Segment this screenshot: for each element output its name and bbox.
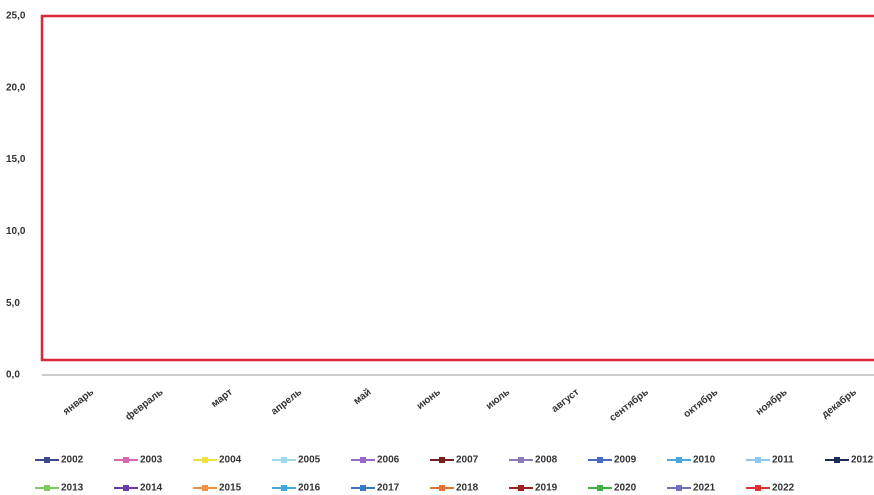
x-tick-label: август: [550, 387, 582, 415]
legend-marker: [518, 457, 524, 463]
x-tick-label: декабрь: [819, 386, 859, 421]
y-tick-label: 5,0: [6, 298, 20, 309]
legend-marker: [360, 457, 366, 463]
legend-label: 2007: [456, 455, 479, 466]
legend-label: 2019: [535, 483, 558, 494]
legend-marker: [676, 485, 682, 491]
x-tick-label: июнь: [415, 387, 443, 412]
legend-marker: [44, 457, 50, 463]
legend-marker: [755, 457, 761, 463]
legend-label: 2020: [614, 483, 637, 494]
legend-marker: [755, 485, 761, 491]
legend-marker: [202, 457, 208, 463]
legend-label: 2011: [772, 455, 794, 466]
y-tick-label: 20,0: [6, 82, 26, 93]
y-tick-label: 0,0: [6, 370, 20, 381]
legend-label: 2018: [456, 483, 479, 494]
legend-label: 2005: [298, 455, 321, 466]
legend-label: 2015: [219, 483, 242, 494]
legend-marker: [597, 485, 603, 491]
legend-label: 2008: [535, 455, 558, 466]
x-tick-label: март: [209, 387, 235, 410]
legend-marker: [676, 457, 682, 463]
legend-marker: [439, 485, 445, 491]
legend-label: 2022: [772, 483, 795, 494]
legend-label: 2021: [693, 483, 716, 494]
legend-label: 2017: [377, 483, 400, 494]
legend-label: 2006: [377, 455, 400, 466]
highlight-box: [40, 14, 874, 362]
y-tick-label: 25,0: [6, 11, 26, 22]
legend-marker: [360, 485, 366, 491]
x-tick-label: июль: [484, 387, 512, 412]
legend-label: 2010: [693, 455, 716, 466]
x-tick-label: сентябрь: [607, 386, 651, 424]
legend-marker: [123, 485, 129, 491]
x-tick-label: февраль: [123, 386, 165, 423]
x-tick-label: ноябрь: [753, 386, 789, 418]
legend-label: 2009: [614, 455, 637, 466]
y-tick-label: 10,0: [6, 226, 26, 237]
legend-label: 2003: [140, 455, 163, 466]
legend-marker: [44, 485, 50, 491]
legend-marker: [597, 457, 603, 463]
x-tick-label: январь: [61, 387, 96, 418]
legend-marker: [202, 485, 208, 491]
legend-label: 2012: [851, 455, 874, 466]
legend-marker: [439, 457, 445, 463]
y-tick-label: 15,0: [6, 154, 26, 165]
legend-marker: [123, 457, 129, 463]
legend-label: 2016: [298, 483, 321, 494]
legend-marker: [281, 457, 287, 463]
legend-marker: [518, 485, 524, 491]
x-tick-label: май: [352, 387, 374, 407]
legend-label: 2002: [61, 455, 84, 466]
x-tick-label: апрель: [269, 387, 304, 418]
x-tick-label: октябрь: [681, 386, 720, 420]
legend-marker: [834, 457, 840, 463]
legend-label: 2004: [219, 455, 242, 466]
legend-label: 2013: [61, 483, 84, 494]
legend-marker: [281, 485, 287, 491]
legend-label: 2014: [140, 483, 163, 494]
